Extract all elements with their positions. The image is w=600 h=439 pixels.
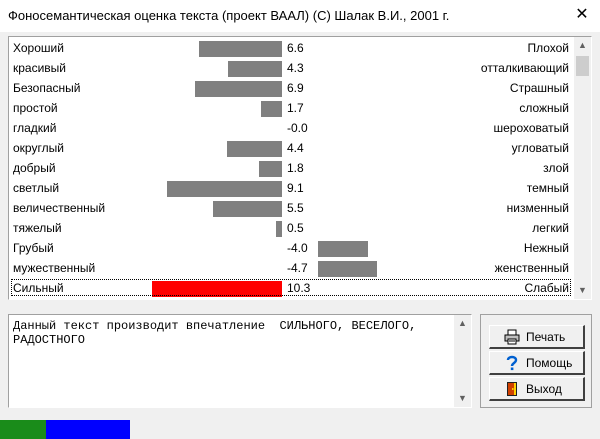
scale-value: -4.0 [287,241,308,255]
scale-left-label: светлый [13,181,60,195]
scale-row[interactable]: округлый 4.4 угловатый [9,138,575,158]
scale-value: 9.1 [287,181,304,195]
help-button-label: Помощь [526,356,573,370]
scale-row[interactable]: Хороший 6.6 Плохой [9,38,575,58]
scale-bar [259,161,282,177]
scale-right-label: злой [543,161,569,175]
scale-value: -4.7 [287,261,308,275]
scale-row[interactable]: Грубый -4.0 Нежный [9,238,575,258]
scale-left-label: красивый [13,61,67,75]
question-icon [506,355,518,371]
print-button[interactable]: Печать [489,325,585,349]
result-scrollbar[interactable]: ▲ ▼ [454,315,471,407]
scale-left-label: величественный [13,201,106,215]
scale-right-label: легкий [532,221,569,235]
scale-right-label: Нежный [523,241,569,255]
scale-value: -0.0 [287,121,308,135]
title-bar: Фоносемантическая оценка текста (проект … [0,0,600,32]
status-bar [0,420,600,439]
scale-bar [167,181,282,197]
button-panel: Печать Помощь Выход [480,314,592,408]
scale-bar [212,201,282,217]
scale-left-label: мужественный [13,261,96,275]
scale-bar [198,41,282,57]
scale-bar [195,81,282,97]
scale-right-label: Страшный [509,81,569,95]
scale-row[interactable]: светлый 9.1 темный [9,178,575,198]
scale-bar [318,241,369,257]
scroll-up-arrow[interactable]: ▲ [578,40,587,50]
result-scroll-down-arrow[interactable]: ▼ [458,393,467,403]
scale-value: 10.3 [287,281,311,295]
scale-row[interactable]: гладкий -0.0 шероховатый [9,118,575,138]
scale-right-label: Плохой [527,41,569,55]
scale-value: 6.9 [287,81,304,95]
scale-left-label: Грубый [13,241,54,255]
scale-bar [227,61,282,77]
scale-row[interactable]: добрый 1.8 злой [9,158,575,178]
result-textbox[interactable]: Данный текст производит впечатление СИЛЬ… [8,314,472,408]
scale-value: 4.3 [287,61,304,75]
scale-row[interactable]: Сильный 10.3 Слабый [9,278,575,298]
scroll-down-arrow[interactable]: ▼ [578,285,587,295]
print-button-label: Печать [526,330,566,344]
exit-button-label: Выход [526,382,562,396]
scale-value: 0.5 [287,221,304,235]
scale-right-label: угловатый [511,141,569,155]
scale-right-label: отталкивающий [480,61,569,75]
status-indicator-green [0,420,46,439]
scale-right-label: низменный [506,201,569,215]
scale-row[interactable]: простой 1.7 сложный [9,98,575,118]
scroll-thumb[interactable] [576,56,589,76]
close-button[interactable]: ✕ [575,6,589,23]
window-title: Фоносемантическая оценка текста (проект … [8,8,450,23]
scale-bar [260,101,282,117]
scale-row[interactable]: тяжелый 0.5 легкий [9,218,575,238]
scale-left-label: Хороший [13,41,64,55]
scale-left-label: округлый [13,141,64,155]
scale-right-label: Слабый [524,281,569,295]
scale-bar [275,221,282,237]
scale-value: 4.4 [287,141,304,155]
scale-row[interactable]: величественный 5.5 низменный [9,198,575,218]
scale-value: 1.7 [287,101,304,115]
exit-button[interactable]: Выход [489,377,585,401]
scale-left-label: тяжелый [13,221,62,235]
scale-row[interactable]: красивый 4.3 отталкивающий [9,58,575,78]
result-text: Данный текст производит впечатление СИЛЬ… [13,319,417,347]
scale-row[interactable]: Безопасный 6.9 Страшный [9,78,575,98]
scale-bar [152,281,282,297]
door-exit-icon [507,382,517,396]
scale-left-label: Сильный [13,281,64,295]
status-indicator-blue [46,420,130,439]
scale-bar [318,261,378,277]
scale-left-label: добрый [13,161,56,175]
scale-right-label: сложный [519,101,569,115]
scale-right-label: женственный [494,261,569,275]
scales-rows: Хороший 6.6 Плохой красивый 4.3 отталкивающий… [9,37,575,299]
scale-bar [226,141,282,157]
printer-icon [504,329,520,345]
scale-value: 6.6 [287,41,304,55]
scale-row[interactable]: мужественный -4.7 женственный [9,258,575,278]
scales-scrollbar[interactable]: ▲ ▼ [574,37,591,299]
scale-right-label: шероховатый [493,121,569,135]
scale-left-label: простой [13,101,58,115]
scales-list[interactable]: Хороший 6.6 Плохой красивый 4.3 отталкивающий… [8,36,592,300]
scale-left-label: гладкий [13,121,57,135]
result-scroll-up-arrow[interactable]: ▲ [458,318,467,328]
scale-value: 1.8 [287,161,304,175]
scale-right-label: темный [526,181,569,195]
scale-value: 5.5 [287,201,304,215]
scale-left-label: Безопасный [13,81,81,95]
help-button[interactable]: Помощь [489,351,585,375]
